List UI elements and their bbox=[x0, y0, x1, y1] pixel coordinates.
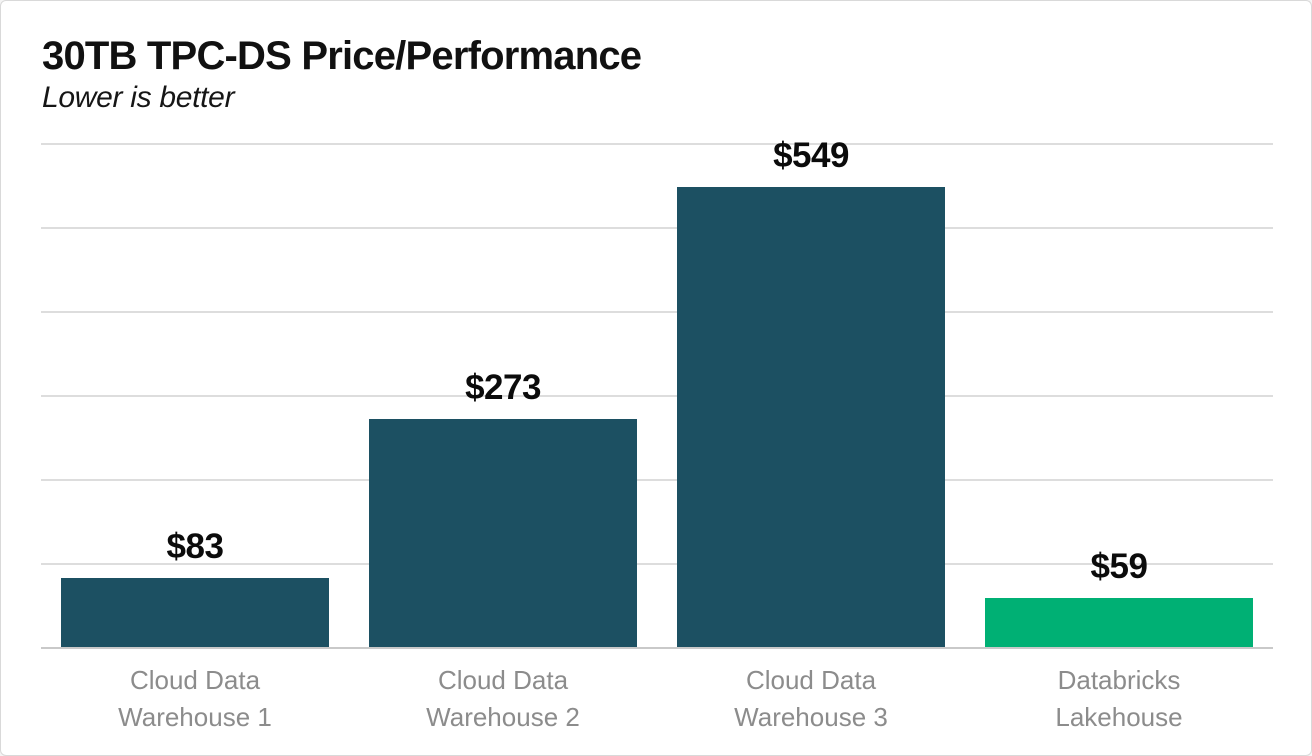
gridline bbox=[41, 143, 1273, 145]
gridline bbox=[41, 479, 1273, 481]
chart-subtitle: Lower is better bbox=[42, 81, 235, 114]
bar-slot: $549 bbox=[657, 136, 965, 648]
bar-value-label: $549 bbox=[773, 135, 849, 175]
chart-title: 30TB TPC-DS Price/Performance bbox=[42, 34, 642, 78]
category-label-line: Cloud Data bbox=[745, 665, 877, 695]
bar-value-label: $273 bbox=[465, 367, 541, 407]
category-label-line: Databricks bbox=[1057, 665, 1181, 695]
bar-slot: $59 bbox=[965, 144, 1273, 648]
gridline bbox=[41, 227, 1273, 229]
category-labels: Cloud Data Warehouse 1 Cloud Data Warehouse… bbox=[41, 662, 1273, 736]
category-label-line: Lakehouse bbox=[1055, 702, 1183, 732]
gridline bbox=[41, 311, 1273, 313]
bar-slot: $83 bbox=[41, 144, 349, 648]
plot-area: $83 $273 $549 $59 bbox=[41, 136, 1273, 649]
bars-row: $83 $273 $549 $59 bbox=[41, 136, 1273, 648]
category-label-line: Warehouse 2 bbox=[426, 702, 580, 732]
category-label-line: Cloud Data bbox=[129, 665, 261, 695]
category-label-line: Warehouse 1 bbox=[118, 702, 272, 732]
bar bbox=[677, 186, 945, 648]
category-label-line: Cloud Data bbox=[437, 665, 569, 695]
bar-value-label: $59 bbox=[1090, 547, 1148, 587]
bar-value-label: $83 bbox=[166, 527, 224, 567]
x-axis-baseline bbox=[41, 647, 1273, 649]
bar bbox=[985, 598, 1253, 648]
gridline bbox=[41, 563, 1273, 565]
category-label: Cloud Data Warehouse 1 bbox=[41, 662, 349, 736]
category-label: Databricks Lakehouse bbox=[965, 662, 1273, 736]
category-label-line: Warehouse 3 bbox=[734, 702, 888, 732]
bar bbox=[61, 578, 329, 648]
gridline bbox=[41, 395, 1273, 397]
gridlines bbox=[41, 143, 1273, 648]
category-label: Cloud Data Warehouse 3 bbox=[657, 662, 965, 736]
category-label: Cloud Data Warehouse 2 bbox=[349, 662, 657, 736]
bar-slot: $273 bbox=[349, 144, 657, 648]
bar bbox=[369, 418, 637, 648]
